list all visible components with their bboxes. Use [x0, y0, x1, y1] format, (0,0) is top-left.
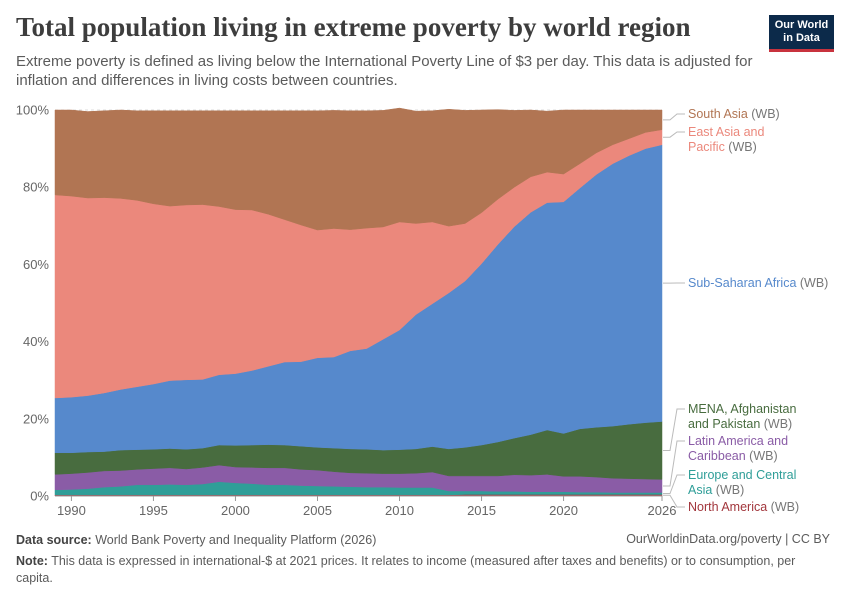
- series-label-3[interactable]: MENA, Afghanistan and Pakistan (WB): [688, 402, 796, 431]
- y-tick-label: 100%: [16, 103, 50, 118]
- label-connector: [663, 113, 685, 121]
- x-tick-label: 1990: [57, 503, 86, 518]
- label-connector: [663, 408, 685, 451]
- x-tick-label: 2010: [385, 503, 414, 518]
- series-labels: South Asia (WB) East Asia and Pacific (WB)…: [663, 107, 828, 514]
- owid-logo[interactable]: Our World in Data: [769, 15, 834, 52]
- y-tick-label: 20%: [23, 411, 49, 426]
- label-connector: [663, 131, 685, 138]
- series-label-4[interactable]: Sub-Saharan Africa (WB): [688, 276, 828, 290]
- note-label: Note:: [16, 554, 48, 568]
- x-tick-label: 2005: [303, 503, 332, 518]
- series-label-2[interactable]: Latin America and Caribbean (WB): [688, 434, 788, 463]
- y-tick-label: 60%: [23, 257, 49, 272]
- logo-line-2: in Data: [783, 32, 820, 44]
- area-series-6[interactable]: [54, 107, 663, 231]
- chart-subtitle: Extreme poverty is defined as living bel…: [16, 53, 753, 89]
- label-connector: [663, 474, 685, 494]
- x-tick-label: 2026: [648, 503, 677, 518]
- data-source: Data source: World Bank Poverty and Ineq…: [16, 532, 376, 549]
- x-axis: 1990 1995 2000 2005 2010 2015 2020 2026: [55, 495, 677, 518]
- chart-title: Total population living in extreme pover…: [16, 12, 691, 42]
- series-label-1[interactable]: Europe and Central Asia (WB): [688, 468, 796, 497]
- x-tick-label: 1995: [139, 503, 168, 518]
- label-connector: [663, 494, 685, 508]
- footnote: Note: This data is expressed in internat…: [16, 553, 826, 587]
- y-tick-label: 40%: [23, 334, 49, 349]
- y-axis: 0% 20% 40% 60% 80% 100%: [16, 103, 50, 504]
- stacked-areas: [54, 107, 663, 497]
- y-tick-label: 80%: [23, 180, 49, 195]
- logo-line-1: Our World: [774, 19, 829, 31]
- data-source-text[interactable]: World Bank Poverty and Inequality Platfo…: [95, 533, 377, 547]
- note-text: This data is expressed in international-…: [16, 554, 796, 585]
- x-tick-label: 2015: [467, 503, 496, 518]
- x-tick-label: 2000: [221, 503, 250, 518]
- series-label-5[interactable]: East Asia and Pacific (WB): [688, 125, 764, 154]
- series-label-0[interactable]: North America (WB): [688, 500, 799, 514]
- label-connector: [663, 440, 685, 487]
- y-tick-label: 0%: [30, 489, 49, 504]
- data-source-label: Data source:: [16, 533, 92, 547]
- series-label-6[interactable]: South Asia (WB): [688, 107, 780, 121]
- area-chart: 0% 20% 40% 60% 80% 100% 1990 1995 2000 2005 2010 2…: [16, 103, 829, 519]
- site-link[interactable]: OurWorldinData.org/poverty | CC BY: [626, 532, 830, 546]
- x-tick-label: 2020: [549, 503, 578, 518]
